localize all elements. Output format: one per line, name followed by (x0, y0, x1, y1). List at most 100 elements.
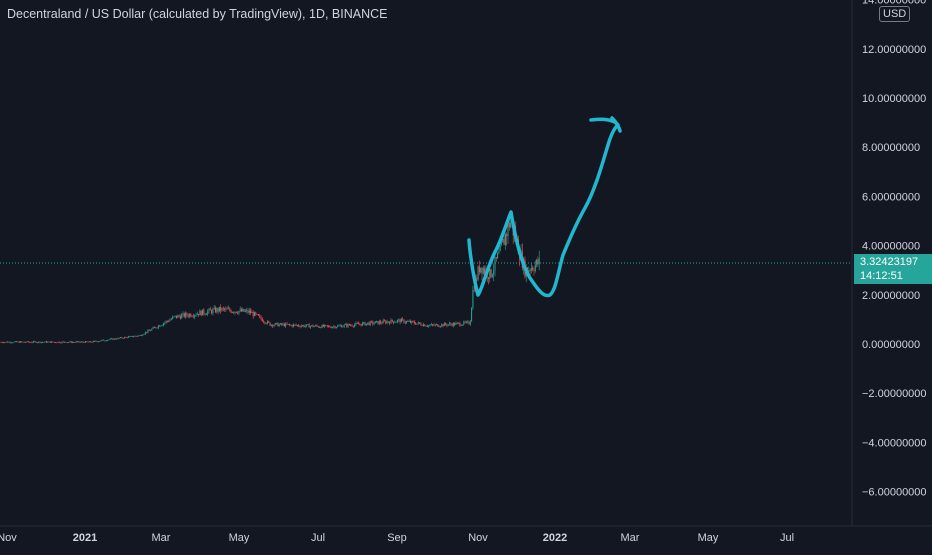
candle-body (415, 323, 417, 325)
candle-body (528, 269, 530, 272)
bar-countdown: 14:12:51 (860, 270, 903, 282)
candle-body (425, 325, 427, 327)
candle-body (138, 335, 140, 337)
candle-body (120, 337, 122, 339)
candle-body (361, 322, 363, 326)
candle-body (335, 327, 337, 328)
candle-body (321, 325, 323, 328)
time-tick-label: Jul (311, 532, 325, 544)
candle-body (402, 318, 404, 320)
candle-body (421, 325, 423, 327)
candle-body (108, 339, 110, 341)
candle-body (346, 324, 348, 327)
candle-body (46, 341, 47, 343)
candle-body (286, 323, 288, 325)
candle-body (406, 321, 408, 323)
time-axis[interactable]: Nov 2021 Mar May Jul Sep Nov 2022 Mar May Jul (0, 532, 794, 544)
candle-body (116, 338, 118, 340)
candle-body (443, 323, 445, 327)
candle-body (252, 312, 254, 317)
candle-body (157, 325, 159, 328)
candle-body (239, 309, 241, 312)
candle-body (472, 289, 474, 309)
candle-body (315, 325, 317, 327)
candle-body (428, 325, 430, 327)
candle-body (53, 342, 55, 343)
candle-body (272, 324, 274, 327)
candle-body (345, 324, 346, 325)
candle-body (495, 257, 497, 259)
candle-body (289, 324, 291, 326)
candle-body (9, 341, 11, 343)
candle-body (430, 324, 432, 326)
candle-body (439, 326, 441, 328)
candle-body (442, 324, 444, 327)
candle-body (153, 327, 155, 329)
candle-body (87, 341, 89, 343)
candle-body (390, 319, 392, 324)
candle-body (337, 325, 339, 328)
candle-body (44, 341, 46, 343)
candle-body (122, 338, 124, 339)
candle-body (156, 327, 158, 329)
candle-body (373, 323, 375, 324)
currency-badge[interactable]: USD (879, 6, 911, 22)
candle-body (251, 312, 253, 313)
candle-body (307, 324, 309, 326)
candle-body (287, 324, 289, 326)
candle-body (163, 323, 164, 326)
candle-body (82, 341, 84, 343)
candle-body (101, 339, 103, 341)
candle-body (385, 321, 387, 324)
candle-body (195, 314, 197, 316)
candle-body (150, 330, 151, 332)
candle-body (205, 314, 207, 315)
candle-body (489, 269, 491, 279)
candle-body (13, 341, 15, 343)
candle-body (118, 337, 120, 339)
candle-body (434, 324, 436, 326)
candle-body (190, 314, 192, 317)
candle-body (224, 308, 226, 310)
freehand-drawing[interactable] (467, 116, 622, 298)
candle-body (356, 322, 358, 324)
candle-body (183, 313, 185, 317)
candle-body (326, 325, 328, 327)
candle-body (198, 313, 200, 316)
candle-body (92, 340, 94, 343)
candle-body (172, 316, 174, 319)
candle-body (5, 341, 7, 343)
candle-body (319, 327, 320, 328)
candle-body (538, 258, 540, 265)
candle-body (244, 310, 246, 312)
candle-body (78, 341, 80, 343)
candle-body (51, 341, 53, 343)
candle-body (358, 323, 359, 325)
candle-body (12, 342, 14, 344)
candle-body (113, 338, 115, 340)
time-tick-label: Nov (0, 532, 17, 544)
candle-body (441, 324, 443, 327)
candle-body (7, 341, 8, 343)
candle-body (350, 325, 352, 327)
candle-body (476, 278, 478, 280)
candle-body (202, 309, 203, 316)
candle-body (178, 315, 180, 317)
candle-body (68, 342, 70, 343)
candle-body (95, 340, 97, 342)
candle-body (27, 341, 29, 343)
candle-body (395, 321, 397, 323)
candle-body (498, 251, 500, 254)
candle-body (99, 340, 101, 342)
candle-body (74, 342, 76, 343)
candle-body (259, 315, 261, 317)
candle-body (407, 321, 409, 322)
candle-body (94, 340, 96, 342)
price-axis[interactable]: 14.00000000 12.00000000 10.00000000 8.00000… (862, 0, 927, 499)
candle-body (166, 320, 168, 322)
candle-body (18, 341, 20, 343)
candle-body (103, 339, 105, 341)
candle-body (532, 268, 534, 271)
